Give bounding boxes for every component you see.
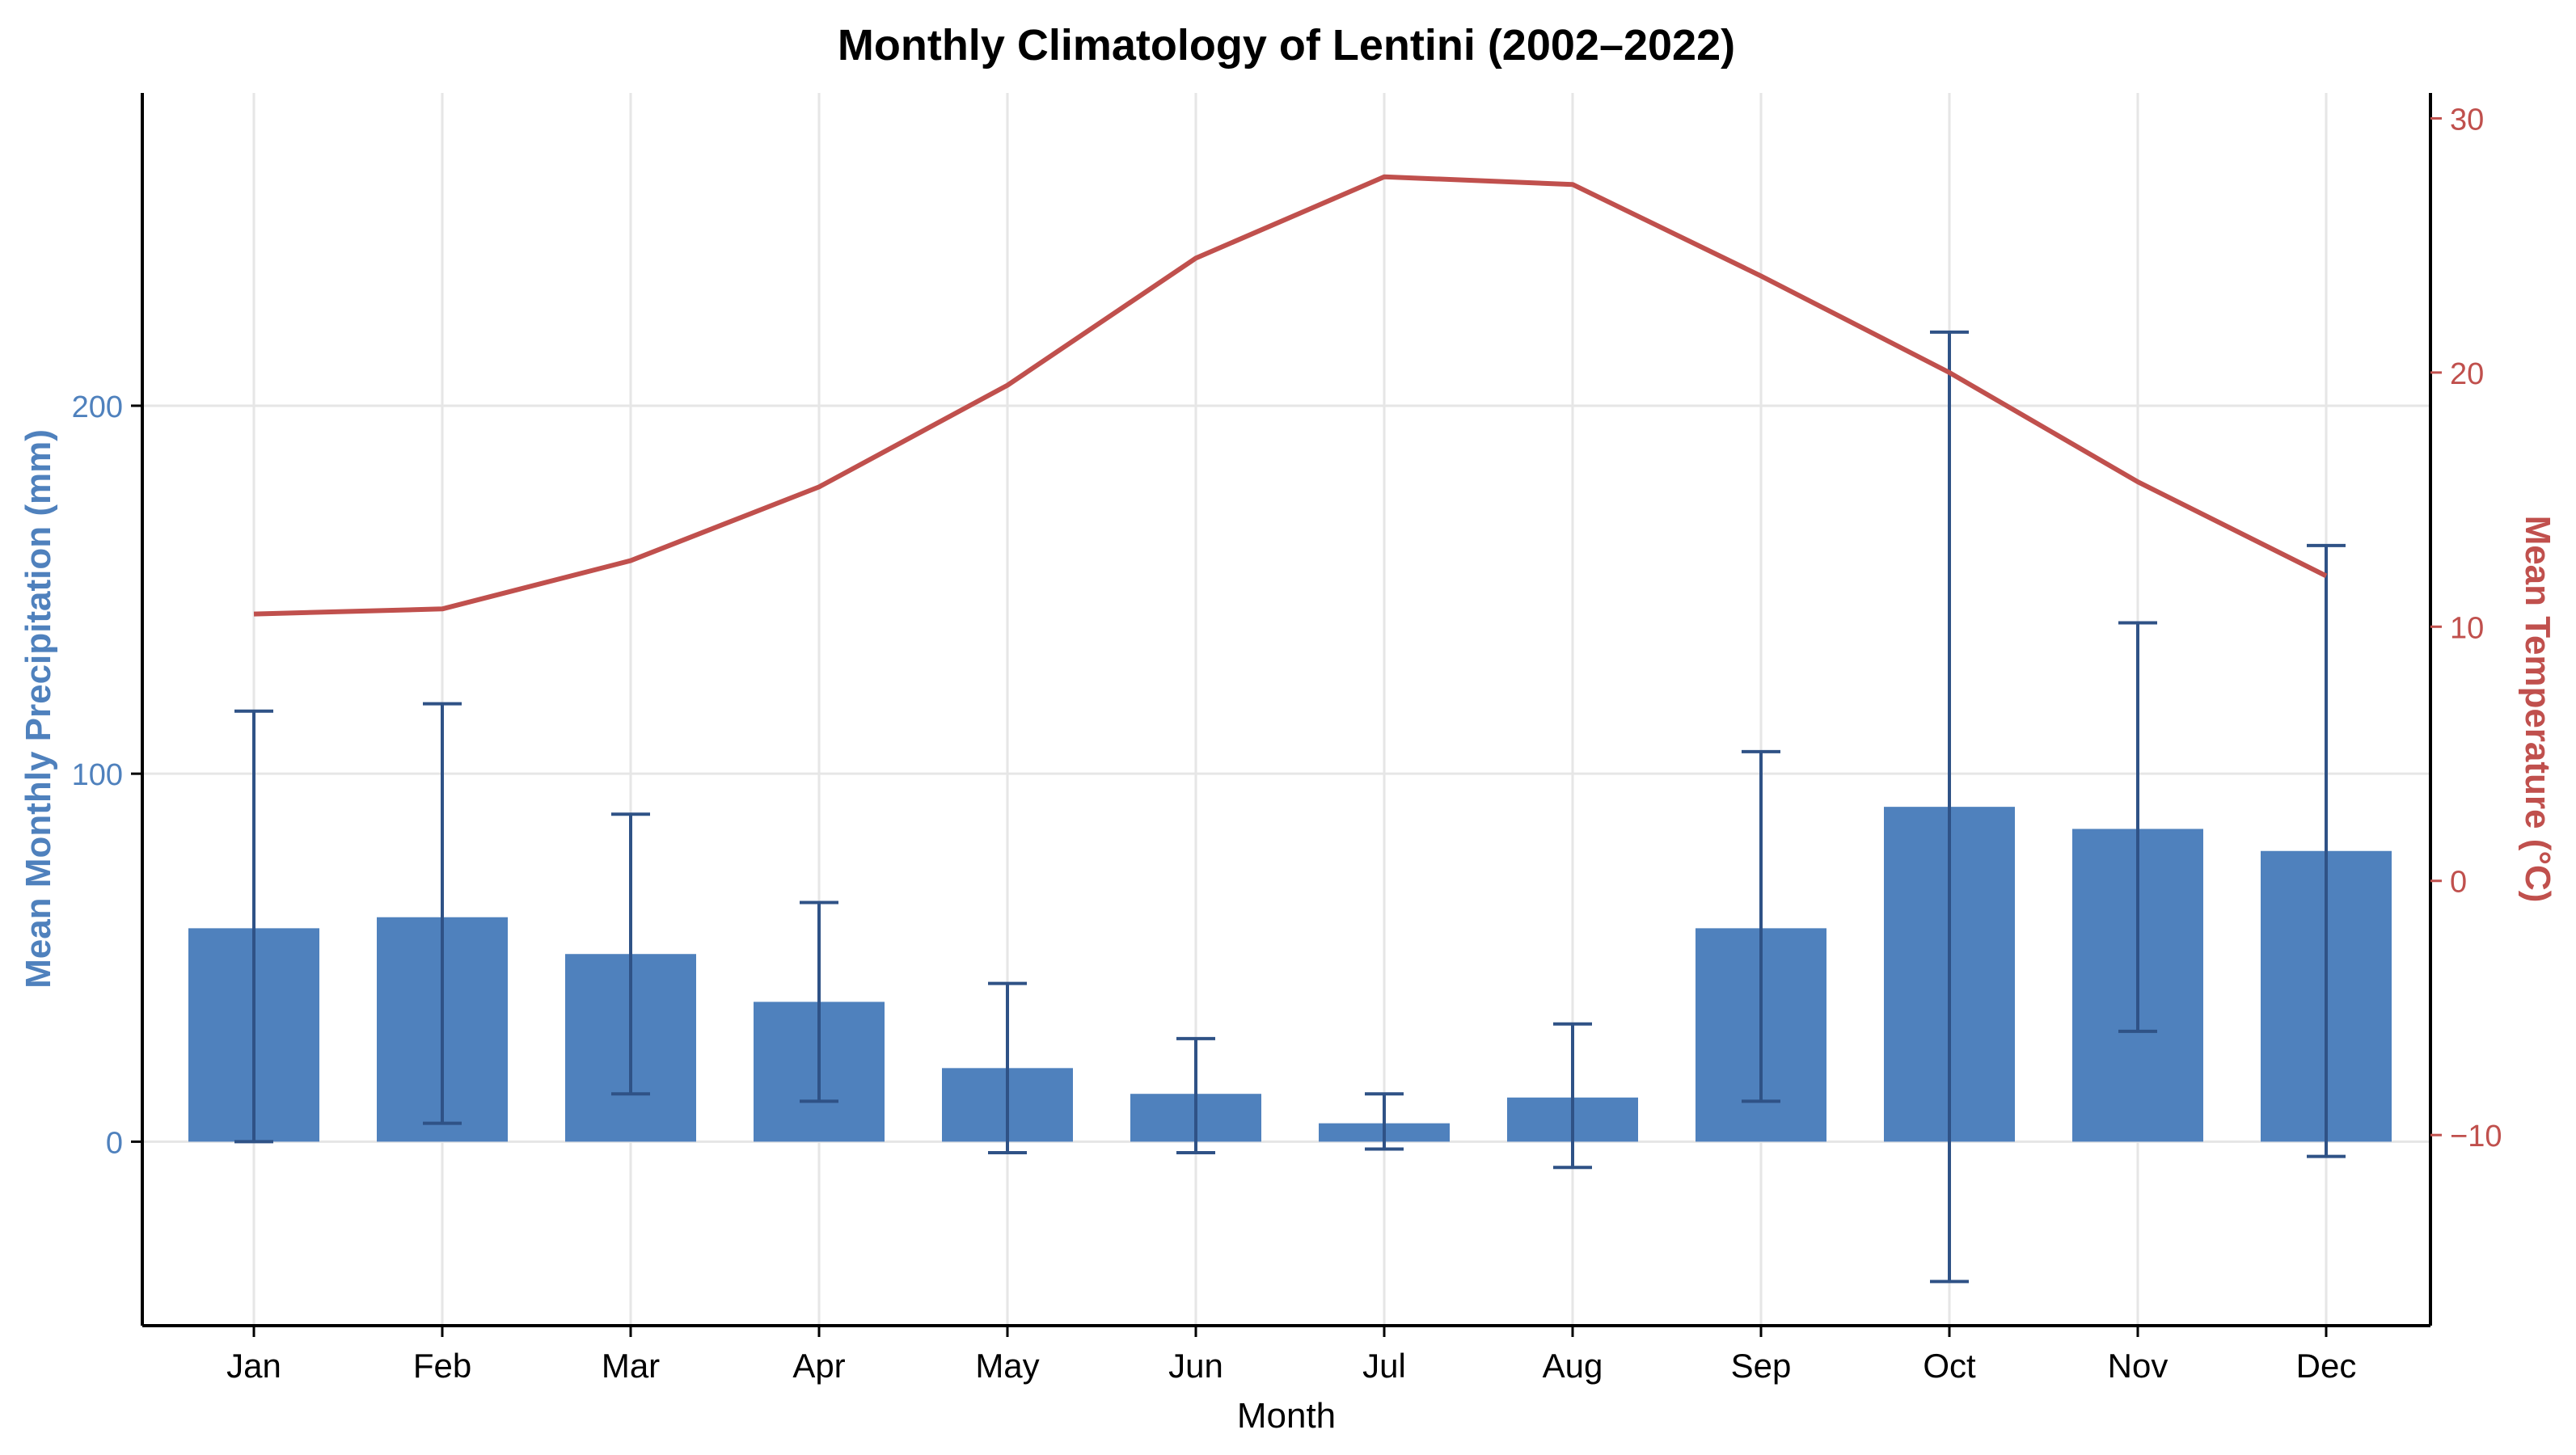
x-tick-label: Sep (1731, 1347, 1792, 1385)
x-tick-label: Aug (1543, 1347, 1603, 1385)
y-right-tick-label: −10 (2450, 1120, 2502, 1153)
x-tick-label: Jan (226, 1347, 281, 1385)
x-tick-label: Dec (2296, 1347, 2357, 1385)
y-right-tick-label: 0 (2450, 866, 2467, 900)
x-tick-label: Jul (1362, 1347, 1406, 1385)
x-tick-label: Mar (602, 1347, 660, 1385)
x-tick-label: Oct (1923, 1347, 1976, 1385)
chart-title: Monthly Climatology of Lentini (2002–202… (838, 21, 1735, 70)
left-axis-label: Mean Monthly Precipitation (mm) (19, 429, 58, 989)
x-tick-label: Jun (1168, 1347, 1223, 1385)
right-axis-label: Mean Temperature (°C) (2518, 516, 2557, 903)
y-right-tick-label: 30 (2450, 103, 2484, 137)
x-tick-label: Feb (413, 1347, 471, 1385)
x-axis-label: Month (1237, 1396, 1336, 1436)
y-right-tick-label: 10 (2450, 611, 2484, 645)
y-right-tick-label: 20 (2450, 357, 2484, 391)
y-left-tick-label: 200 (72, 390, 123, 424)
y-left-tick-label: 100 (72, 758, 123, 792)
y-left-tick-label: 0 (106, 1126, 123, 1160)
x-tick-label: Nov (2108, 1347, 2168, 1385)
x-tick-label: Apr (792, 1347, 845, 1385)
x-tick-label: May (975, 1347, 1039, 1385)
